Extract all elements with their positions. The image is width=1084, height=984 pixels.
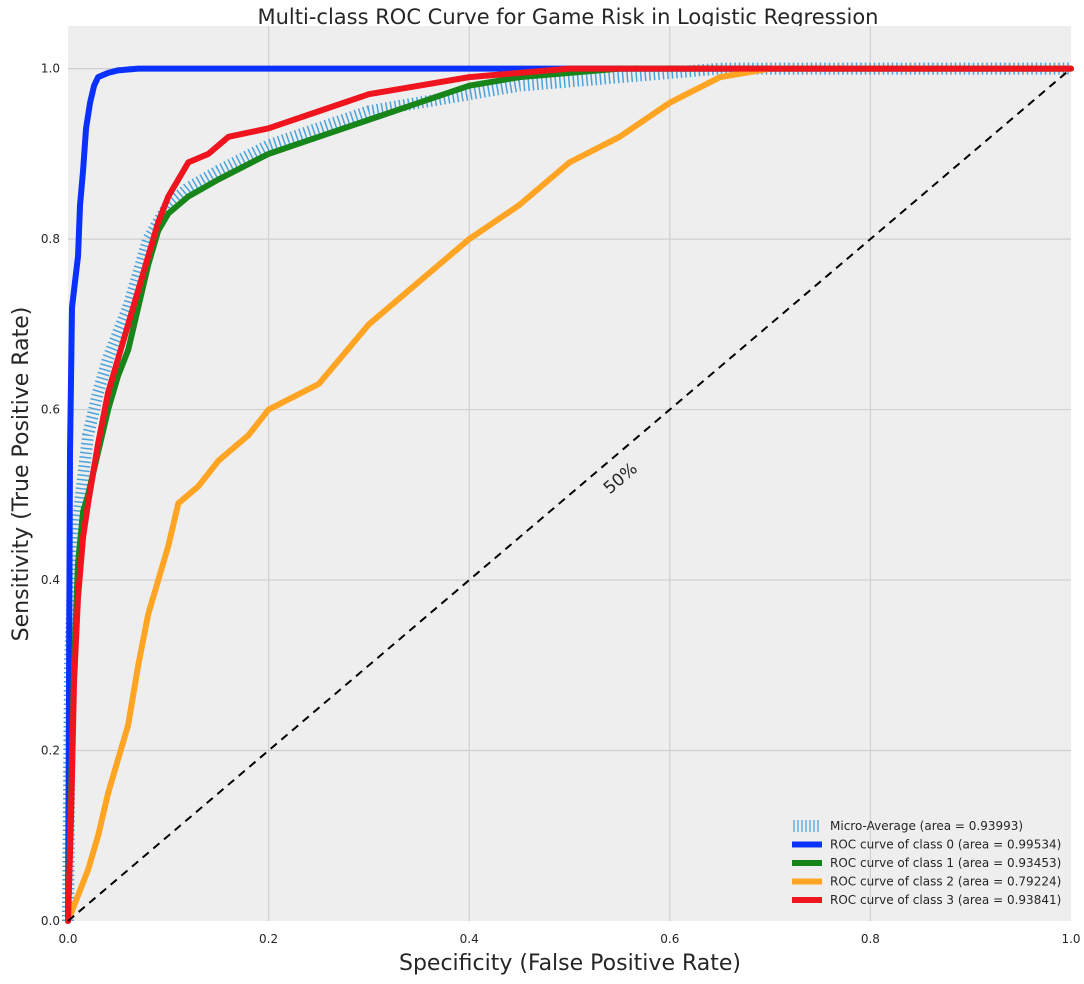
series-layer xyxy=(62,62,1074,924)
tick-labels: 0.0 0.2 0.4 0.6 0.8 1.0 0.0 0.2 0.4 0.6 0.8 1.0 xyxy=(41,62,1081,946)
series-line-class-2 xyxy=(65,65,1074,924)
legend: Micro-Average (area = 0.93993) ROC curve … xyxy=(792,819,1061,907)
chance-diagonal xyxy=(67,67,1072,922)
y-tick-label: 0.8 xyxy=(41,232,60,246)
x-tick-label: 0.6 xyxy=(660,932,679,946)
y-axis-label: Sensitivity (True Positive Rate) xyxy=(9,307,34,642)
series-line-class-0 xyxy=(65,65,1074,924)
y-tick-label: 0.0 xyxy=(41,914,60,928)
y-tick-label: 0.4 xyxy=(41,573,60,587)
y-tick-label: 1.0 xyxy=(41,62,60,76)
legend-entry: Micro-Average (area = 0.93993) xyxy=(830,819,1023,833)
y-tick-label: 0.2 xyxy=(41,744,60,758)
legend-entry: ROC curve of class 3 (area = 0.93841) xyxy=(830,893,1061,907)
diagonal-line xyxy=(67,67,1072,922)
x-tick-label: 0.8 xyxy=(861,932,880,946)
legend-entry: ROC curve of class 1 (area = 0.93453) xyxy=(830,856,1061,870)
y-tick-label: 0.6 xyxy=(41,403,60,417)
chart-title: Multi-class ROC Curve for Game Risk in L… xyxy=(257,5,878,29)
plot-area xyxy=(68,26,1071,921)
series-line-micro-average xyxy=(62,62,1071,922)
x-tick-label: 0.2 xyxy=(259,932,278,946)
x-tick-label: 0.0 xyxy=(58,932,77,946)
series-line-class-3 xyxy=(65,65,1074,924)
legend-entry: ROC curve of class 2 (area = 0.79224) xyxy=(830,875,1061,889)
x-tick-label: 0.4 xyxy=(460,932,479,946)
legend-entry: ROC curve of class 0 (area = 0.99534) xyxy=(830,838,1061,852)
x-axis-label: Specificity (False Positive Rate) xyxy=(399,951,741,976)
x-tick-label: 1.0 xyxy=(1061,932,1080,946)
